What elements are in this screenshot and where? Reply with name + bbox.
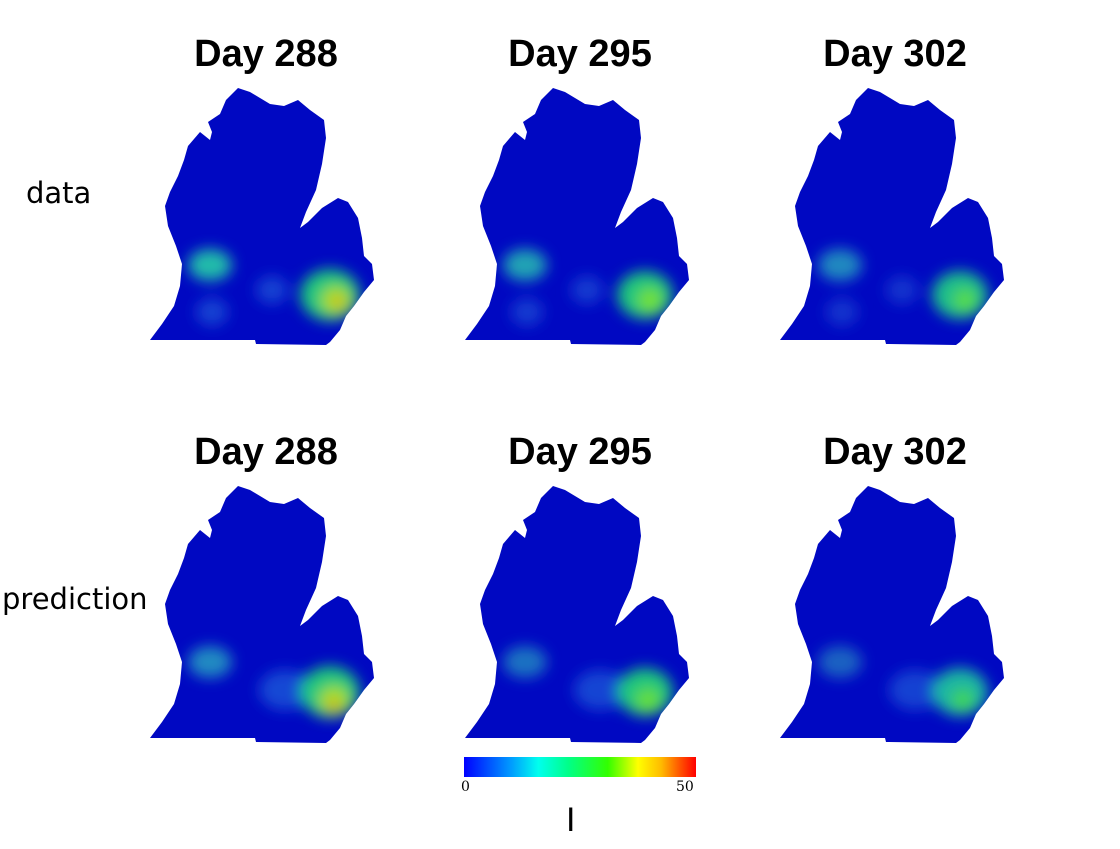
intensity-blob xyxy=(503,646,547,678)
intensity-blob xyxy=(256,276,288,304)
map-panel-data-1 xyxy=(465,88,689,345)
intensity-blob xyxy=(886,276,918,304)
intensity-blob xyxy=(196,298,228,326)
title-prediction-day-302: Day 302 xyxy=(823,431,967,473)
title-prediction-day-288: Day 288 xyxy=(194,431,338,473)
intensity-blob xyxy=(188,646,232,678)
title-data-day-288: Day 288 xyxy=(194,33,338,75)
intensity-blob xyxy=(574,670,626,710)
intensity-blob xyxy=(638,288,662,312)
intensity-blob xyxy=(571,276,603,304)
title-data-day-295: Day 295 xyxy=(508,33,652,75)
intensity-blob xyxy=(188,249,232,281)
intensity-blob xyxy=(889,670,941,710)
intensity-blob xyxy=(818,249,862,281)
title-prediction-day-295: Day 295 xyxy=(508,431,652,473)
title-data-day-302: Day 302 xyxy=(823,33,967,75)
intensity-blob xyxy=(259,670,311,710)
map-panel-data-2 xyxy=(780,88,1004,345)
intensity-blob xyxy=(503,249,547,281)
intensity-blob xyxy=(952,689,974,711)
map-panel-prediction-0 xyxy=(150,486,374,743)
intensity-blob xyxy=(954,289,976,311)
colorbar-min-label: 0 xyxy=(461,779,470,795)
map-panel-data-0 xyxy=(150,88,374,345)
variable-label: I xyxy=(566,801,576,839)
colorbar xyxy=(464,757,696,777)
row-label-prediction: prediction xyxy=(2,582,148,616)
intensity-blob xyxy=(332,296,344,308)
map-panel-prediction-1 xyxy=(465,486,689,743)
intensity-blob xyxy=(511,298,543,326)
colorbar-max-label: 50 xyxy=(676,779,694,795)
map-panel-prediction-2 xyxy=(780,486,1004,743)
row-label-data: data xyxy=(26,176,92,210)
intensity-blob xyxy=(826,298,858,326)
intensity-blob xyxy=(636,688,660,712)
intensity-blob xyxy=(818,646,862,678)
intensity-blob xyxy=(328,699,340,711)
